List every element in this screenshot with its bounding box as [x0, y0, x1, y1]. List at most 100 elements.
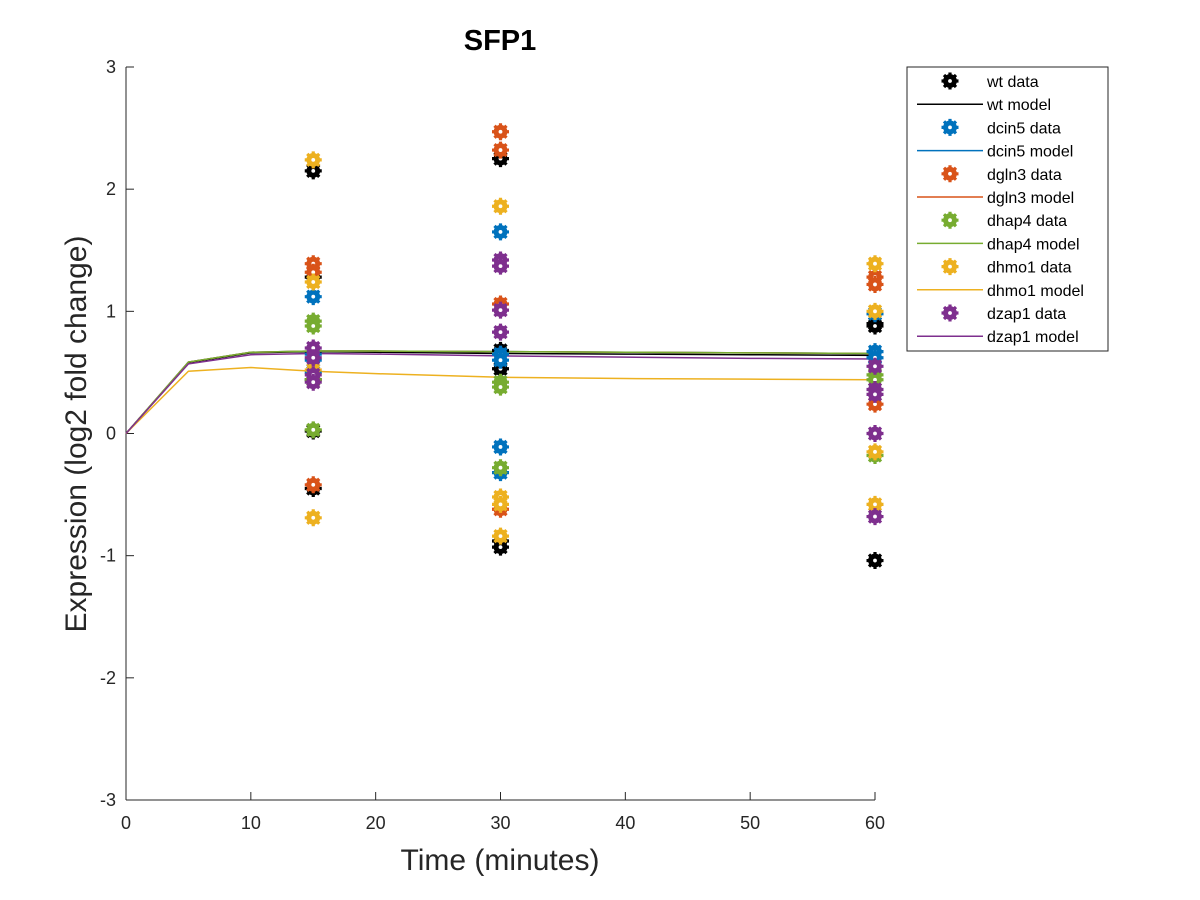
dgln3-data-point	[866, 275, 884, 293]
marker-center	[498, 445, 503, 449]
marker-ring	[943, 213, 957, 228]
dhap4-data-point	[492, 459, 509, 477]
chart-title: SFP1	[464, 25, 537, 57]
dcin5-data-point	[492, 351, 509, 369]
dhap4-legend-data-label: dhap4 data	[987, 213, 1067, 230]
marker-center	[498, 534, 503, 539]
marker-center	[873, 431, 877, 436]
dhap4-legend-model-label: dhap4 model	[987, 236, 1080, 253]
marker-center	[498, 385, 503, 389]
marker-ring	[943, 74, 957, 88]
dhmo1-data-point	[304, 509, 322, 527]
marker-center	[873, 364, 877, 369]
marker-ring	[493, 199, 508, 214]
marker-ring	[943, 166, 957, 181]
marker-ring	[493, 353, 508, 368]
dzap1-model-line	[125, 352, 876, 435]
y-tick-label: 1	[106, 301, 116, 321]
marker-ring	[306, 152, 321, 167]
legend-box	[906, 66, 1109, 352]
marker-center	[311, 355, 316, 360]
dhap4-legend-marker	[941, 211, 959, 229]
axes: 0 10 20 30 40 50 60 -3 -2 -1 0 1 2 3	[100, 57, 885, 833]
marker-center	[311, 427, 316, 432]
marker-ring	[306, 319, 321, 333]
marker-center	[498, 330, 503, 335]
marker-center	[311, 294, 316, 299]
dcin5-data-point	[492, 223, 509, 241]
marker-center	[311, 270, 316, 275]
marker-center	[498, 230, 503, 234]
dhmo1-data-point	[304, 273, 322, 291]
marker-ring	[493, 259, 508, 274]
dzap1-data-point	[866, 357, 884, 375]
marker-ring	[868, 359, 882, 374]
dhap4-data-point	[492, 378, 509, 396]
marker-center	[311, 380, 316, 385]
marker-ring	[868, 426, 882, 441]
marker-ring	[943, 120, 957, 135]
marker-ring	[493, 529, 508, 544]
x-axis-label: Time (minutes)	[401, 844, 600, 877]
dzap1-data-point	[492, 323, 509, 341]
dzap1-legend-model-label: dzap1 model	[987, 329, 1079, 346]
dhmo1-data-point	[304, 151, 322, 169]
marker-ring	[306, 510, 321, 525]
dzap1-legend-marker	[941, 304, 959, 322]
dzap1-data-point	[492, 301, 509, 319]
wt-legend-model-label: wt model	[986, 97, 1051, 114]
wt-legend-data-label: wt data	[986, 74, 1039, 91]
marker-ring	[493, 460, 508, 475]
dhmo1-legend-marker	[941, 258, 959, 276]
dhmo1-data-point	[866, 302, 884, 320]
dgln3-data-point	[304, 476, 322, 494]
model-lines	[125, 350, 876, 435]
dzap1-legend-data-label: dzap1 data	[987, 306, 1066, 323]
dhmo1-data-point	[866, 443, 884, 461]
marker-center	[311, 324, 316, 328]
data-points	[304, 123, 884, 570]
marker-ring	[868, 304, 882, 319]
x-tick-label: 40	[615, 813, 635, 833]
dcin5-data-point	[304, 288, 322, 306]
marker-center	[948, 311, 952, 315]
marker-ring	[943, 259, 957, 274]
marker-center	[873, 558, 877, 563]
marker-ring	[868, 387, 882, 402]
dhap4-data-point	[304, 421, 322, 439]
marker-center	[311, 157, 316, 162]
marker-center	[948, 264, 952, 269]
x-tick-label: 50	[740, 813, 760, 833]
wt-data-point	[866, 552, 884, 570]
marker-center	[873, 392, 877, 397]
marker-center	[311, 515, 316, 520]
marker-center	[498, 204, 503, 209]
marker-center	[498, 129, 503, 134]
marker-center	[311, 280, 316, 284]
dcin5-data-point	[492, 438, 509, 456]
marker-ring	[306, 477, 321, 492]
dzap1-data-point	[866, 385, 884, 403]
marker-ring	[306, 422, 321, 437]
dgln3-legend-data-label: dgln3 data	[987, 167, 1062, 184]
marker-ring	[493, 325, 508, 340]
dhmo1-data-point	[492, 197, 509, 215]
marker-center	[873, 449, 877, 454]
marker-center	[311, 482, 316, 487]
dhmo1-model-line	[125, 366, 876, 435]
marker-center	[873, 402, 877, 407]
marker-ring	[306, 350, 321, 365]
dzap1-data-point	[866, 425, 884, 442]
y-tick-label: -2	[100, 668, 116, 688]
marker-ring	[868, 509, 882, 524]
marker-center	[873, 502, 877, 507]
dhmo1-legend-data-label: dhmo1 data	[987, 260, 1072, 277]
y-tick-label: -3	[100, 790, 116, 810]
marker-center	[873, 309, 877, 314]
marker-ring	[868, 256, 882, 271]
dgln3-legend-model-label: dgln3 model	[987, 190, 1074, 207]
wt-legend-marker	[941, 72, 959, 90]
y-tick-label: 0	[106, 424, 116, 444]
dhmo1-data-point	[492, 527, 509, 545]
marker-ring	[306, 289, 321, 304]
